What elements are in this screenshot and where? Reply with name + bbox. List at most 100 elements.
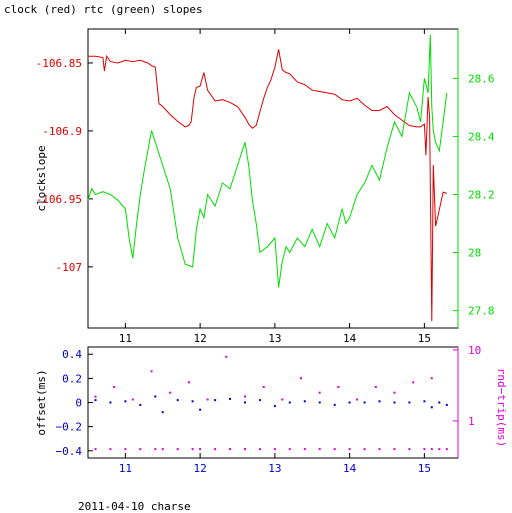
- round-trip-point-low: [229, 448, 231, 451]
- bottom-plot-frame: [87, 346, 459, 459]
- offset-point: [445, 403, 448, 406]
- top-x-tick-label: 12: [193, 332, 206, 345]
- round-trip-point-low: [318, 448, 321, 451]
- top-y2-tick-label: 27.8: [468, 305, 495, 318]
- offset-point: [161, 411, 164, 414]
- round-trip-point-low: [154, 448, 157, 451]
- offset-point: [191, 400, 194, 403]
- round-trip-point-high: [412, 381, 415, 384]
- offset-point: [229, 397, 231, 400]
- offset-point: [348, 401, 351, 404]
- round-trip-point-high: [430, 377, 433, 380]
- round-trip-point-high: [150, 370, 153, 373]
- offset-point: [109, 401, 112, 404]
- offset-point: [288, 401, 291, 404]
- chart-title: clock (red) rtc (green) slopes: [4, 3, 203, 16]
- top-x-tick-label: 14: [343, 332, 357, 345]
- top-x-tick-label: 15: [418, 332, 431, 345]
- round-trip-point-high: [131, 398, 134, 401]
- top-y-tick-label: -106.9: [42, 125, 82, 138]
- round-trip-point-low: [288, 448, 291, 451]
- round-trip-point-low: [199, 448, 202, 451]
- offset-point: [363, 401, 366, 404]
- round-trip-point-high: [244, 395, 246, 398]
- round-trip-point-high: [169, 391, 172, 394]
- round-trip-point-low: [258, 448, 261, 451]
- rtc-slope-series-line: [87, 34, 448, 288]
- offset-point: [199, 408, 202, 411]
- round-trip-point-high: [374, 386, 377, 388]
- offset-point: [393, 401, 396, 404]
- top-y2-tick-label: 28.4: [468, 130, 495, 143]
- round-trip-point-low: [244, 448, 246, 451]
- offset-point: [303, 400, 306, 403]
- top-y-axis-label: clockslope: [35, 145, 48, 211]
- bottom-y2-axis-label: rnd−trip(ms): [495, 368, 508, 447]
- bottom-y2-tick-label: 1: [468, 415, 475, 428]
- bottom-x-tick-label: 11: [119, 462, 132, 475]
- offset-point: [258, 399, 261, 402]
- offset-point: [273, 405, 276, 408]
- round-trip-point-high: [187, 381, 190, 384]
- bottom-y-tick-label: 0: [75, 397, 82, 410]
- round-trip-point-low: [378, 448, 381, 451]
- round-trip-point-high: [113, 386, 116, 388]
- bottom-y-tick-label: 0.2: [62, 372, 82, 385]
- offset-point: [408, 401, 411, 404]
- bottom-y-tick-label: −0.4: [56, 445, 83, 458]
- offset-point: [154, 395, 157, 398]
- round-trip-point-high: [94, 395, 97, 398]
- round-trip-point-high: [356, 398, 359, 401]
- round-trip-point-high: [206, 398, 209, 401]
- round-trip-point-high: [393, 391, 396, 394]
- offset-point: [423, 400, 426, 403]
- round-trip-point-high: [300, 377, 302, 380]
- offset-point: [378, 400, 381, 403]
- clock-slope-series-line: [88, 49, 447, 322]
- top-y2-tick-label: 28.2: [468, 188, 495, 201]
- round-trip-point-high: [225, 355, 228, 358]
- bottom-y-tick-label: 0.4: [62, 348, 82, 361]
- round-trip-point-low: [139, 448, 142, 451]
- round-trip-point-low: [348, 448, 351, 451]
- footer-caption: 2011-04-10 charse: [78, 500, 191, 513]
- offset-point: [124, 400, 127, 403]
- offset-point: [430, 406, 433, 409]
- bottom-x-tick-label: 12: [193, 462, 206, 475]
- round-trip-point-low: [393, 448, 396, 451]
- offset-point: [333, 403, 336, 406]
- bottom-y-tick-label: −0.2: [56, 421, 83, 434]
- top-x-tick-label: 11: [119, 332, 132, 345]
- offset-point: [214, 399, 217, 402]
- top-y-tick-label: -106.85: [36, 57, 82, 70]
- bottom-y-axis-label: offset(ms): [35, 369, 48, 435]
- round-trip-point-low: [124, 448, 127, 451]
- bottom-x-tick-label: 13: [268, 462, 281, 475]
- offset-point: [318, 401, 321, 404]
- round-trip-point-low: [94, 448, 97, 451]
- top-y2-tick-label: 28: [468, 247, 481, 260]
- offset-point: [139, 403, 142, 406]
- round-trip-point-high: [262, 386, 265, 388]
- round-trip-point-high: [337, 386, 340, 388]
- top-y-tick-label: -107: [56, 261, 83, 274]
- round-trip-point-low: [109, 448, 112, 451]
- round-trip-point-high: [281, 398, 284, 401]
- top-y-tick-label: -106.95: [36, 193, 82, 206]
- round-trip-point-low: [214, 448, 217, 451]
- round-trip-point-low: [423, 448, 426, 451]
- offset-point: [94, 399, 97, 402]
- round-trip-point-low: [363, 448, 366, 451]
- round-trip-point-low: [161, 448, 164, 451]
- offset-point: [176, 399, 179, 402]
- offset-point: [438, 401, 441, 404]
- round-trip-point-low: [303, 448, 306, 451]
- bottom-x-tick-label: 14: [343, 462, 357, 475]
- round-trip-point-low: [438, 448, 441, 451]
- round-trip-point-low: [333, 448, 336, 451]
- round-trip-point-low: [191, 448, 194, 451]
- round-trip-point-low: [273, 448, 276, 451]
- bottom-x-tick-label: 15: [418, 462, 431, 475]
- offset-point: [244, 401, 246, 404]
